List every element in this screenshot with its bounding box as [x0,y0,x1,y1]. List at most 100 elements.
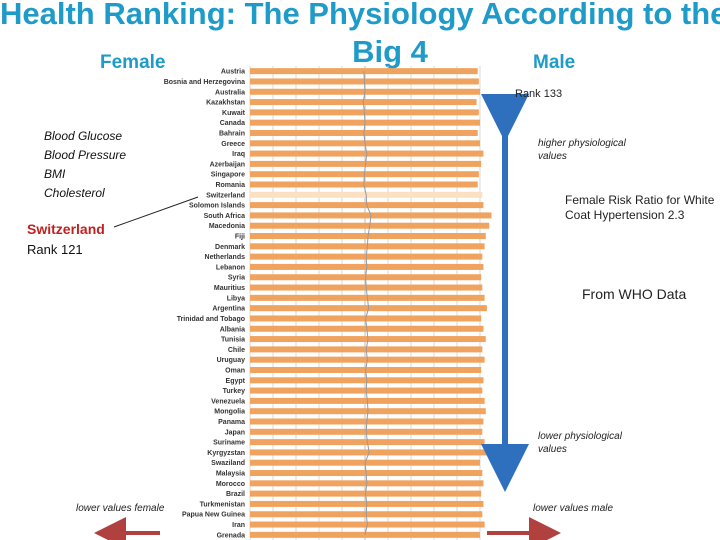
bar-female-libya [250,294,365,301]
bar-male-kuwait [365,109,479,116]
rank-133-note: Rank 133 [515,88,563,100]
bar-female-solomon-islands [250,202,365,209]
bar-male-syria [365,274,482,281]
bar-female-turkey [250,387,365,394]
bar-female-suriname [250,439,365,446]
chart-title-line-2: Big 4 [352,34,428,69]
bar-female-panama [250,418,365,425]
bar-male-romania [365,181,478,188]
bar-male-solomon-islands [365,202,484,209]
bar-female-syria [250,274,365,281]
bar-male-denmark [365,243,485,250]
bar-female-trinidad-and-tobago [250,315,365,322]
country-label: Macedonia [209,223,245,230]
country-label: Iraq [232,151,245,158]
bar-male-greece [365,140,480,147]
lower-male-note: lower values male [533,503,614,514]
country-label: Grenada [217,532,246,539]
switzerland-pointer-line [113,196,199,228]
lower-values-note: lower physiological values [538,431,622,455]
bar-female-lebanon [250,263,365,270]
country-label: Panama [218,419,245,426]
bar-male-switzerland [365,191,483,198]
bar-male-oman [365,366,482,373]
bar-male-morocco [365,480,484,487]
bar-female-chile [250,346,365,353]
measure-cholesterol: Cholesterol [44,186,105,200]
lower-female-note: lower values female [76,503,165,514]
bar-female-oman [250,366,365,373]
country-label: Turkmenistan [200,501,245,508]
bar-male-papua-new-guinea [365,511,483,518]
country-label: Mongolia [214,409,245,416]
bar-female-south-africa [250,212,365,219]
country-label: Egypt [226,378,246,385]
bar-male-south-africa [365,212,492,219]
bar-female-mauritius [250,284,365,291]
country-label: Japan [225,429,245,436]
country-label: Uruguay [217,357,246,364]
country-label: Brazil [226,491,245,498]
country-label: Trinidad and Tobago [177,316,245,323]
bar-female-netherlands [250,253,365,260]
bar-female-argentina [250,305,365,312]
country-label: Australia [215,89,245,96]
bar-male-turkmenistan [365,500,484,507]
bar-female-malaysia [250,470,365,477]
bar-male-albania [365,325,484,332]
bar-female-swaziland [250,459,365,466]
bar-male-venezuela [365,397,485,404]
country-label: Bosnia and Herzegovina [164,79,245,86]
country-label: Morocco [216,481,245,488]
bar-female-bosnia-and-herzegovina [250,78,365,85]
bar-male-bahrain [365,129,478,136]
bar-male-suriname [365,439,485,446]
bar-female-macedonia [250,222,365,229]
country-label: Lebanon [216,264,245,271]
bar-male-trinidad-and-tobago [365,315,482,322]
country-label: Tunisia [221,337,245,344]
bar-female-australia [250,88,365,95]
country-label: Kyrgyzstan [207,450,245,457]
bar-male-canada [365,119,480,126]
country-label: Iran [232,522,245,529]
bar-female-greece [250,140,365,147]
bar-male-malaysia [365,470,483,477]
bar-male-uruguay [365,356,485,363]
country-label: Austria [221,69,245,76]
bar-female-japan [250,428,365,435]
female-label: Female [100,52,166,73]
risk-ratio-note: Female Risk Ratio for White Coat Hyperte… [565,193,715,222]
bar-female-romania [250,181,365,188]
bar-male-singapore [365,171,479,178]
bar-male-iran [365,521,485,528]
bar-male-kazakhstan [365,99,477,106]
bar-female-papua-new-guinea [250,511,365,518]
country-label: Suriname [213,440,245,447]
country-label: Kazakhstan [206,100,245,107]
bar-female-morocco [250,480,365,487]
country-label: Solomon Islands [189,203,245,210]
country-label: Turkey [223,388,246,395]
country-label: Syria [228,275,245,282]
country-label: Romania [215,182,245,189]
country-label: Kuwait [222,110,246,117]
bar-female-bahrain [250,129,365,136]
country-label: Oman [225,367,245,374]
bar-male-iraq [365,150,484,157]
bar-male-grenada [365,531,480,538]
measure-blood-pressure: Blood Pressure [44,148,127,162]
bar-female-iran [250,521,365,528]
bar-female-venezuela [250,397,365,404]
bar-female-denmark [250,243,365,250]
bar-female-albania [250,325,365,332]
bar-male-lebanon [365,263,484,270]
bar-male-australia [365,88,480,95]
bar-female-kyrgyzstan [250,449,365,456]
bar-male-mauritius [365,284,483,291]
bar-male-bosnia-and-herzegovina [365,78,479,85]
bar-female-tunisia [250,336,365,343]
bar-female-turkmenistan [250,500,365,507]
bar-female-switzerland [250,191,365,198]
